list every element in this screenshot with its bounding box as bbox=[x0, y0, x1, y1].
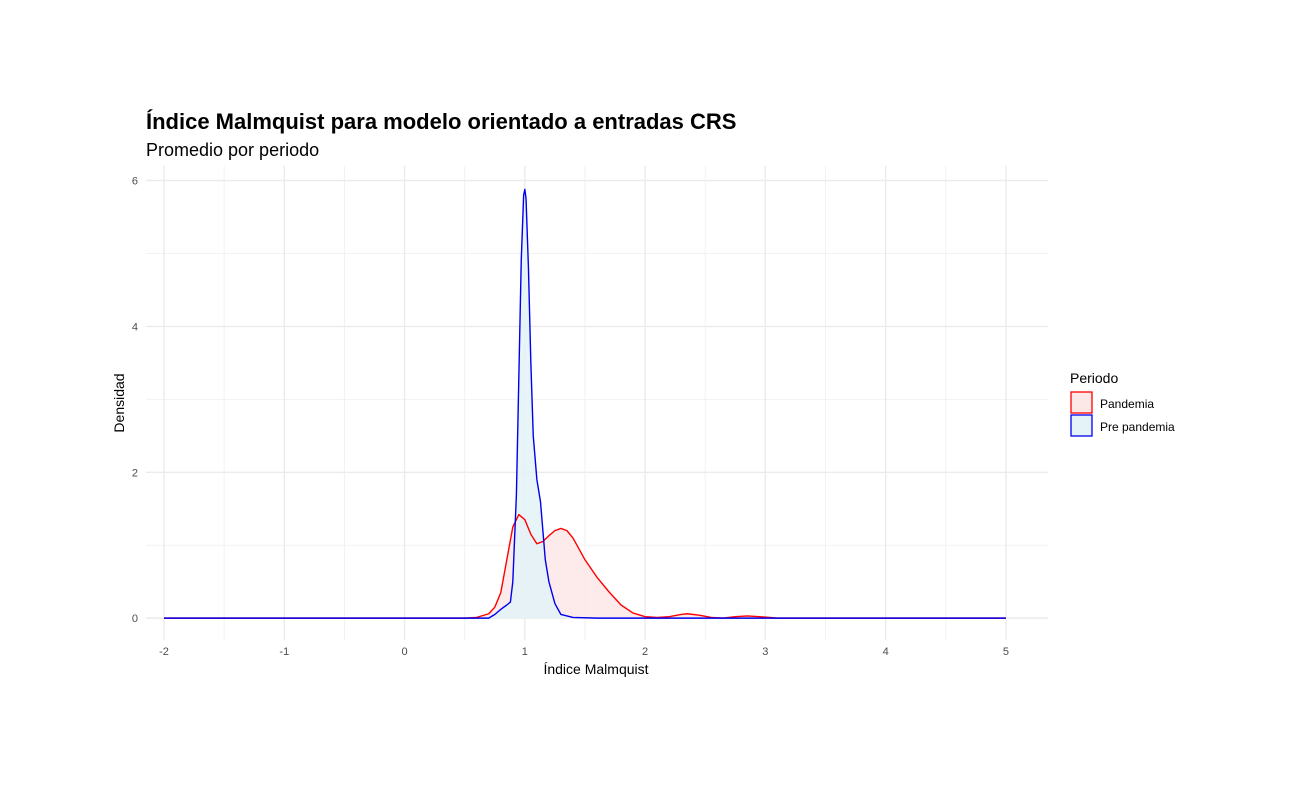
series-layer bbox=[164, 188, 1006, 619]
x-tick-label: -1 bbox=[279, 646, 289, 658]
x-tick-label: -2 bbox=[159, 646, 169, 658]
legend-key-pre-pandemia bbox=[1070, 414, 1093, 437]
y-tick-label: 4 bbox=[132, 321, 138, 333]
x-tick-labels: -2 -1 0 1 2 3 4 5 bbox=[159, 646, 1009, 658]
grid-major bbox=[146, 166, 1048, 640]
x-tick-label: 0 bbox=[402, 646, 408, 658]
y-tick-label: 0 bbox=[132, 613, 138, 625]
legend-label-pre-pandemia: Pre pandemia bbox=[1100, 420, 1175, 434]
legend-label-pandemia: Pandemia bbox=[1100, 397, 1154, 411]
grid-minor bbox=[146, 166, 1048, 640]
y-tick-label: 2 bbox=[132, 467, 138, 479]
chart-subtitle: Promedio por periodo bbox=[146, 140, 319, 160]
legend: Periodo Pandemia Pre pandemia bbox=[1070, 370, 1175, 437]
density-area-pandemia bbox=[164, 514, 1006, 619]
y-tick-labels: 0 2 4 6 bbox=[132, 176, 138, 626]
x-tick-label: 1 bbox=[522, 646, 528, 658]
x-tick-label: 4 bbox=[883, 646, 889, 658]
x-tick-label: 3 bbox=[762, 646, 768, 658]
legend-key-pandemia bbox=[1070, 391, 1093, 414]
y-tick-label: 6 bbox=[132, 176, 138, 188]
density-line-pre-pandemia bbox=[164, 188, 1006, 619]
legend-title: Periodo bbox=[1070, 370, 1118, 386]
x-axis-label: Índice Malmquist bbox=[543, 661, 648, 677]
y-axis-label: Densidad bbox=[111, 373, 127, 432]
chart-title: Índice Malmquist para modelo orientado a… bbox=[146, 109, 736, 134]
x-tick-label: 5 bbox=[1003, 646, 1009, 658]
x-tick-label: 2 bbox=[642, 646, 648, 658]
